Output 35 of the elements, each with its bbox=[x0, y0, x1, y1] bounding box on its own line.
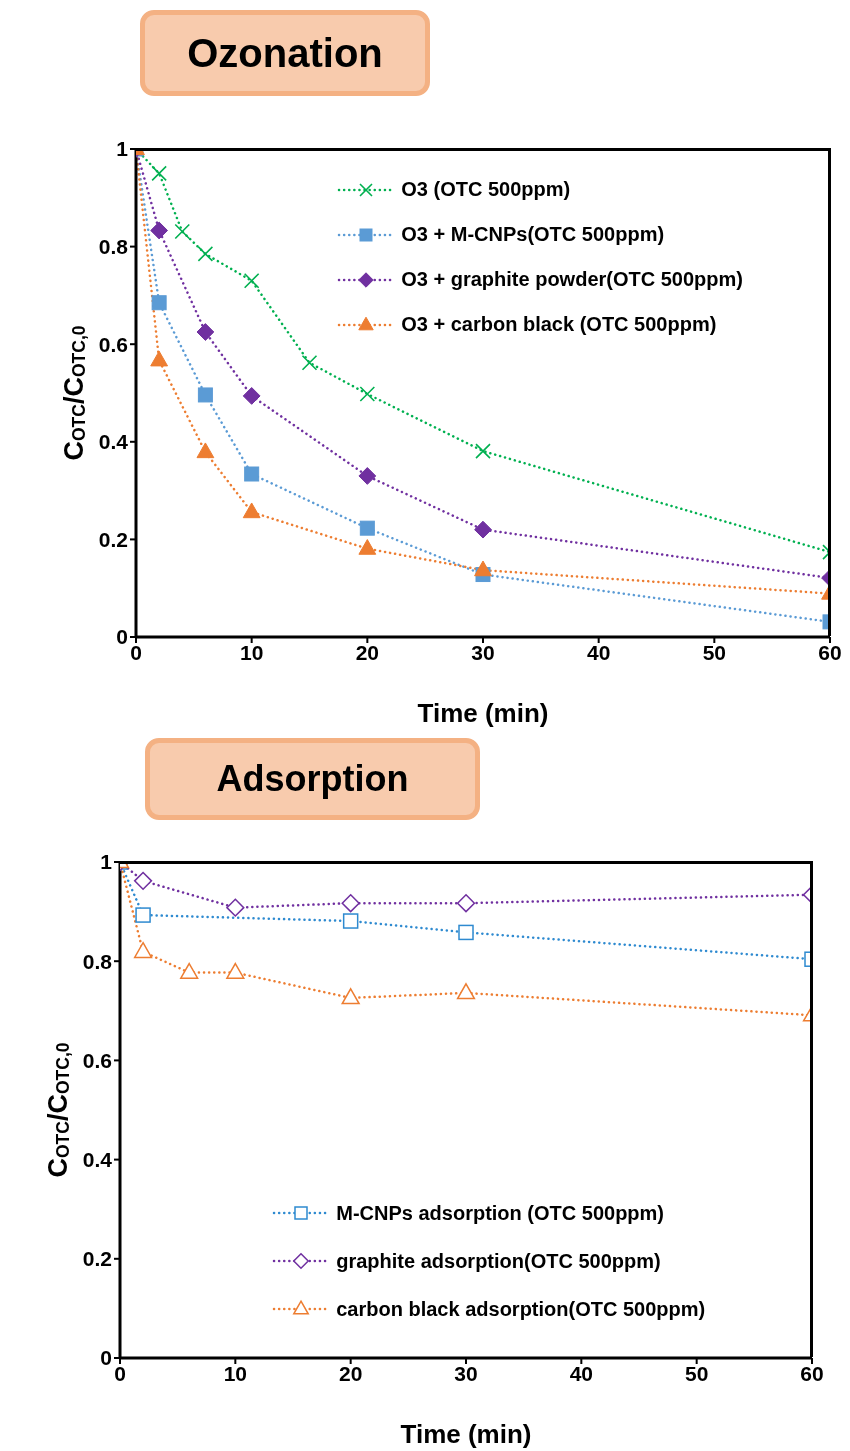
y-tick-label: 1 bbox=[100, 850, 113, 874]
legend-label: graphite adsorption(OTC 500ppm) bbox=[336, 1249, 661, 1273]
y-tick-label: 0.2 bbox=[82, 1247, 112, 1271]
legend-label: O3 + graphite powder(OTC 500ppm) bbox=[401, 268, 743, 291]
chart-title: Ozonation bbox=[140, 10, 430, 96]
y-tick-label: 0.6 bbox=[82, 1048, 112, 1072]
y-tick-label: 0.8 bbox=[98, 235, 129, 259]
x-tick-label: 50 bbox=[684, 1361, 709, 1385]
x-tick-label: 60 bbox=[800, 1361, 824, 1385]
legend-label: M-CNPs adsorption (OTC 500ppm) bbox=[336, 1201, 665, 1225]
x-tick-label: 40 bbox=[569, 1361, 594, 1385]
x-axis-title: Time (min) bbox=[417, 698, 549, 728]
x-tick-label: 30 bbox=[454, 1361, 478, 1385]
legend-label: O3 (OTC 500ppm) bbox=[401, 178, 571, 201]
x-tick-label: 30 bbox=[471, 640, 495, 664]
x-tick-label: 10 bbox=[239, 640, 264, 664]
x-tick-label: 40 bbox=[586, 640, 611, 664]
y-tick-label: 0.2 bbox=[98, 527, 128, 551]
y-tick-label: 0.4 bbox=[82, 1148, 113, 1172]
x-tick-label: 60 bbox=[818, 640, 842, 664]
y-tick-label: 1 bbox=[116, 137, 129, 161]
y-tick-label: 0.8 bbox=[82, 949, 113, 973]
y-tick-label: 0.4 bbox=[98, 430, 129, 454]
x-tick-label: 20 bbox=[355, 640, 380, 664]
y-tick-label: 0 bbox=[116, 625, 128, 649]
chart-title: Adsorption bbox=[145, 738, 480, 820]
y-tick-label: 0 bbox=[100, 1346, 112, 1370]
legend-label: carbon black adsorption(OTC 500ppm) bbox=[336, 1297, 706, 1321]
y-tick-label: 0.6 bbox=[98, 332, 128, 356]
x-tick-label: 50 bbox=[702, 640, 727, 664]
x-tick-label: 10 bbox=[223, 1361, 248, 1385]
legend-label: O3 + M-CNPs(OTC 500ppm) bbox=[401, 223, 665, 246]
x-tick-label: 20 bbox=[338, 1361, 363, 1385]
legend-label: O3 + carbon black (OTC 500ppm) bbox=[401, 313, 717, 336]
x-axis-title: Time (min) bbox=[400, 1419, 532, 1449]
